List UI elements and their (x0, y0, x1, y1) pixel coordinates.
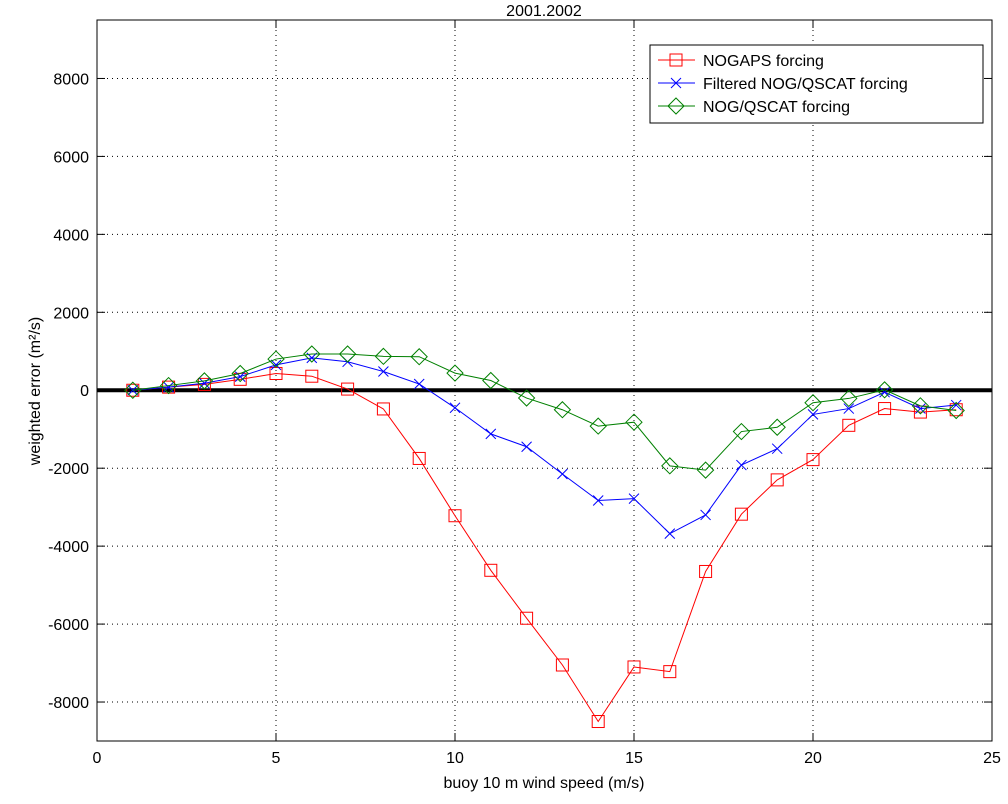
marker (770, 473, 784, 487)
marker (875, 381, 894, 399)
marker (699, 564, 713, 578)
marker (843, 403, 855, 414)
marker (804, 394, 822, 412)
x-tick-label: 10 (446, 750, 464, 767)
x-axis-label: buoy 10 m wind speed (m/s) (444, 775, 645, 792)
y-tick-label: 0 (80, 383, 89, 400)
marker (412, 451, 426, 465)
marker (449, 402, 461, 414)
x-tick-label: 15 (625, 750, 643, 767)
marker (338, 345, 357, 363)
marker (159, 376, 178, 395)
marker (696, 461, 715, 479)
y-axis-label: weighted error (m²/s) (27, 317, 44, 466)
marker (305, 369, 319, 383)
y-tick-label: 2000 (53, 305, 89, 322)
marker (517, 389, 536, 407)
marker (267, 350, 285, 368)
y-tick-label: -6000 (48, 617, 89, 634)
y-tick-label: -2000 (48, 461, 89, 478)
chart-title: 2001.2002 (506, 3, 582, 20)
marker (231, 364, 249, 383)
marker (592, 495, 604, 506)
y-tick-label: 4000 (53, 227, 89, 244)
marker (661, 457, 679, 475)
marker (768, 418, 786, 436)
marker (521, 441, 532, 453)
x-tick-label: 20 (804, 750, 822, 767)
marker (878, 402, 892, 416)
marker (234, 371, 246, 382)
marker (482, 371, 500, 390)
marker (879, 386, 890, 398)
marker (732, 422, 751, 441)
marker (303, 345, 321, 363)
marker (374, 347, 393, 366)
marker (669, 53, 683, 67)
series-line (132, 357, 957, 535)
marker (734, 507, 748, 521)
x-tick-label: 0 (93, 750, 102, 767)
marker (341, 382, 355, 396)
marker (520, 611, 534, 625)
marker (807, 409, 819, 420)
x-tick-label: 25 (983, 750, 1001, 767)
marker (270, 359, 282, 371)
marker (915, 403, 926, 414)
marker (557, 468, 568, 480)
marker (485, 428, 497, 440)
y-tick-label: -8000 (48, 695, 89, 712)
marker (771, 443, 783, 455)
marker (667, 97, 685, 115)
x-tick-label: 5 (272, 750, 281, 767)
marker (627, 660, 641, 674)
marker (589, 417, 607, 435)
marker (591, 715, 605, 729)
marker (842, 418, 856, 432)
marker (446, 364, 464, 382)
marker (947, 401, 965, 420)
marker (126, 383, 140, 397)
marker (124, 381, 142, 399)
marker (197, 377, 211, 391)
marker (670, 77, 682, 89)
marker (663, 665, 677, 679)
marker (628, 493, 640, 504)
marker (700, 509, 711, 521)
plot-frame (96, 19, 993, 742)
y-tick-label: -4000 (48, 539, 89, 556)
marker (376, 402, 390, 416)
marker (195, 372, 214, 390)
legend-label: NOG/QSCAT forcing (703, 99, 850, 116)
y-tick-label: 8000 (53, 71, 89, 88)
legend-box (649, 44, 984, 124)
marker (736, 459, 747, 471)
marker (840, 389, 858, 408)
legend-label: NOGAPS forcing (703, 53, 824, 70)
legend-label: Filtered NOG/QSCAT forcing (703, 76, 908, 93)
marker (664, 528, 676, 540)
marker (410, 348, 428, 366)
y-tick-label: 6000 (53, 149, 89, 166)
marker (413, 378, 425, 390)
marker (911, 397, 930, 415)
marker (806, 453, 820, 467)
marker (378, 366, 389, 377)
marker (625, 413, 643, 431)
marker (555, 658, 569, 672)
marker (950, 399, 962, 411)
marker (484, 563, 498, 577)
marker (448, 509, 462, 523)
marker (553, 401, 572, 419)
